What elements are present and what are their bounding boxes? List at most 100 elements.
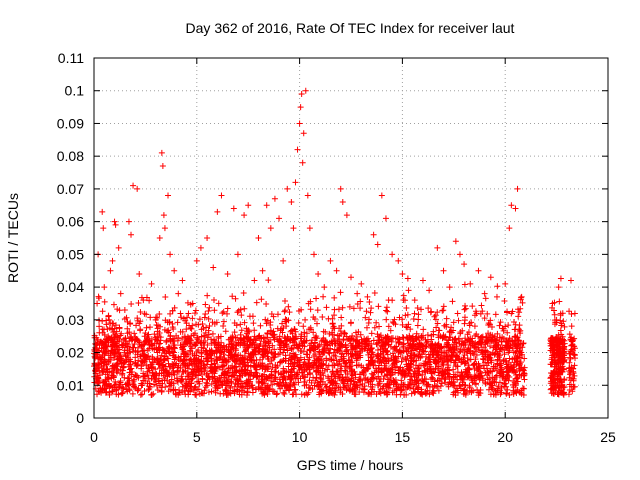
data-point [231, 329, 238, 336]
data-point [272, 350, 279, 357]
data-point [380, 383, 387, 390]
data-point [550, 377, 557, 384]
data-point [250, 336, 257, 343]
data-point [270, 388, 277, 395]
data-point [365, 351, 372, 358]
data-point [158, 359, 165, 366]
data-point [561, 323, 568, 330]
data-point [203, 324, 210, 331]
data-point [558, 351, 565, 358]
data-point [555, 349, 562, 356]
data-point [549, 372, 556, 379]
data-point [294, 371, 301, 378]
data-point [149, 370, 156, 377]
data-point-outlier [115, 244, 122, 251]
data-point [481, 315, 488, 322]
data-point [187, 388, 194, 395]
data-point [342, 368, 349, 375]
data-point-outlier [101, 284, 108, 291]
data-point [250, 320, 257, 327]
data-point [558, 382, 565, 389]
data-point [345, 350, 352, 357]
data-point [161, 350, 168, 357]
data-point [208, 336, 215, 343]
data-point [445, 371, 452, 378]
data-point [559, 336, 566, 343]
data-point [220, 342, 227, 349]
data-point [485, 360, 492, 367]
data-point [192, 307, 199, 314]
data-point [365, 376, 372, 383]
data-point [331, 340, 338, 347]
data-point [334, 368, 341, 375]
data-point [363, 364, 370, 371]
data-point [275, 338, 282, 345]
data-point-outlier [382, 215, 389, 222]
data-point-outlier [292, 179, 299, 186]
data-point [160, 372, 167, 379]
data-point [306, 360, 313, 367]
data-point [199, 320, 206, 327]
data-point-outlier [179, 277, 186, 284]
data-point [450, 378, 457, 385]
data-point [568, 323, 575, 330]
data-point [310, 353, 317, 360]
data-point [111, 348, 118, 355]
data-point [469, 303, 476, 310]
data-point [179, 361, 186, 368]
data-point-outlier [321, 284, 328, 291]
data-point [440, 361, 447, 368]
data-point [306, 377, 313, 384]
data-point [319, 314, 326, 321]
data-point [237, 321, 244, 328]
data-point [312, 377, 319, 384]
data-point [211, 360, 218, 367]
data-point [552, 380, 559, 387]
data-point [204, 342, 211, 348]
data-point [316, 350, 323, 357]
data-point [516, 337, 523, 344]
y-tick-label: 0.05 [57, 246, 84, 262]
data-point [450, 319, 457, 326]
data-point [512, 349, 519, 356]
data-point [122, 335, 129, 342]
data-point [377, 350, 384, 357]
data-point [330, 370, 337, 377]
data-point [110, 340, 117, 347]
data-point [461, 314, 468, 321]
x-axis-label: GPS time / hours [297, 457, 404, 473]
data-point [161, 357, 168, 364]
data-point [233, 342, 240, 349]
data-point [477, 310, 484, 317]
data-point [220, 323, 227, 330]
data-point [489, 374, 496, 381]
data-point [135, 338, 142, 345]
data-point [323, 357, 330, 364]
data-point [143, 324, 150, 331]
data-point [159, 346, 166, 353]
data-point [558, 322, 565, 329]
data-point [510, 384, 517, 391]
data-point [378, 369, 385, 376]
data-point [348, 335, 355, 342]
data-point [229, 338, 236, 345]
data-point [282, 387, 289, 394]
data-point [315, 383, 322, 390]
data-point [270, 328, 277, 335]
data-point [559, 363, 566, 370]
data-point [218, 339, 225, 346]
data-point [316, 389, 323, 396]
data-point [361, 335, 368, 342]
data-point [310, 365, 317, 372]
data-point [276, 359, 283, 366]
data-point [193, 361, 200, 368]
data-point [234, 377, 241, 384]
data-point [204, 351, 211, 358]
data-point [404, 311, 411, 318]
data-point [264, 317, 271, 324]
data-point [146, 297, 153, 304]
data-point [194, 364, 201, 371]
data-point-outlier [105, 313, 112, 320]
data-point [371, 289, 378, 296]
data-point [557, 348, 564, 355]
